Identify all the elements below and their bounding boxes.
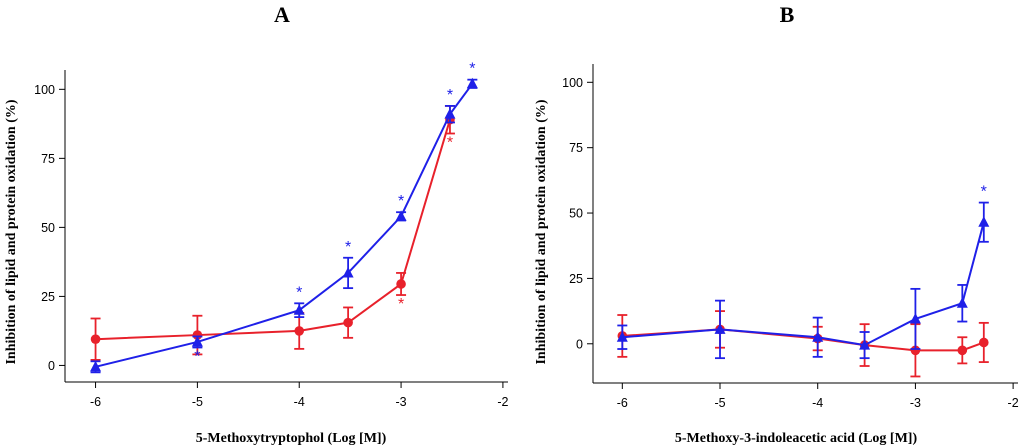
data-point-triangle: [395, 210, 407, 221]
x-tick-label: -6: [617, 396, 628, 410]
x-tick-label: -3: [396, 395, 407, 409]
significance-star: *: [981, 184, 987, 201]
series-line-blue-triangles: [622, 221, 985, 347]
data-point-triangle: [978, 216, 990, 227]
panel-label: A: [274, 2, 290, 27]
y-tick-label: 75: [569, 141, 583, 155]
data-point-triangle: [191, 335, 203, 347]
panel-b: B 5-Methoxy-3-indoleacetic acid (Log [M]…: [534, 2, 1019, 446]
data-point-triangle: [90, 360, 102, 372]
data-point-triangle: [909, 312, 921, 324]
data-point-triangle: [956, 297, 968, 308]
significance-star: *: [345, 239, 351, 256]
x-tick-label: -5: [192, 395, 203, 409]
y-tick-label: 100: [34, 83, 55, 97]
data-point-circle: [192, 330, 203, 340]
data-point-circle: [979, 337, 989, 348]
series-line-blue-triangles: [95, 83, 474, 368]
data-point-triangle: [466, 77, 478, 89]
x-tick-label: -2: [1008, 396, 1019, 410]
data-point-triangle: [444, 108, 456, 119]
x-tick-label: -3: [910, 396, 921, 410]
data-point-triangle: [812, 331, 824, 342]
data-point-triangle: [616, 331, 628, 342]
y-tick-label: 25: [569, 272, 583, 286]
x-ticks: -6 -5 -4 -3 -2: [617, 383, 1019, 410]
significance-star: *: [398, 296, 404, 313]
panel-a: A 5-Methoxytryptophol (Log [M]) Inhibiti…: [4, 2, 509, 446]
series-line-red-circles: [95, 119, 451, 341]
y-tick-label: 0: [576, 337, 583, 351]
panel-label: B: [780, 2, 795, 27]
x-ticks: -6 -5 -4 -3 -2: [90, 382, 509, 409]
data-point-circle: [396, 279, 406, 289]
significance-star: *: [447, 135, 453, 152]
x-tick-label: -5: [714, 396, 725, 410]
significance-star: *: [447, 87, 453, 104]
data-point-circle: [910, 345, 921, 356]
x-tick-label: -4: [294, 395, 305, 409]
significance-star: *: [296, 284, 302, 301]
y-tick-label: 50: [569, 207, 583, 221]
y-ticks: 0 25 50 75 100: [34, 83, 65, 373]
x-tick-label: -4: [812, 396, 823, 410]
data-point-circle: [294, 326, 305, 336]
data-point-triangle: [293, 304, 305, 315]
y-tick-label: 75: [41, 152, 55, 166]
y-axis-title: Inhibition of lipid and protein oxidatio…: [534, 99, 549, 364]
x-tick-label: -2: [497, 395, 508, 409]
x-axis-title: 5-Methoxytryptophol (Log [M]): [196, 431, 387, 446]
data-point-triangle: [342, 266, 354, 278]
x-axis-title: 5-Methoxy-3-indoleacetic acid (Log [M]): [675, 431, 918, 446]
plot-area: * * * * * * * *: [90, 61, 478, 374]
significance-star: *: [398, 193, 404, 210]
y-ticks: 0 25 50 75 100: [562, 76, 593, 351]
y-tick-label: 100: [562, 76, 583, 90]
data-point-triangle: [859, 339, 871, 350]
significance-star: *: [469, 61, 475, 78]
data-point-circle: [343, 317, 353, 328]
y-tick-label: 0: [48, 359, 55, 373]
data-point-triangle: [714, 323, 726, 334]
plot-area: *: [616, 184, 990, 378]
y-tick-label: 25: [41, 290, 55, 304]
x-tick-label: -6: [90, 395, 101, 409]
y-axis-title: Inhibition of lipid and protein oxidatio…: [4, 99, 19, 364]
significance-star: *: [194, 348, 200, 365]
y-tick-label: 50: [41, 221, 55, 235]
data-point-circle: [957, 345, 968, 356]
data-point-circle: [90, 334, 101, 345]
